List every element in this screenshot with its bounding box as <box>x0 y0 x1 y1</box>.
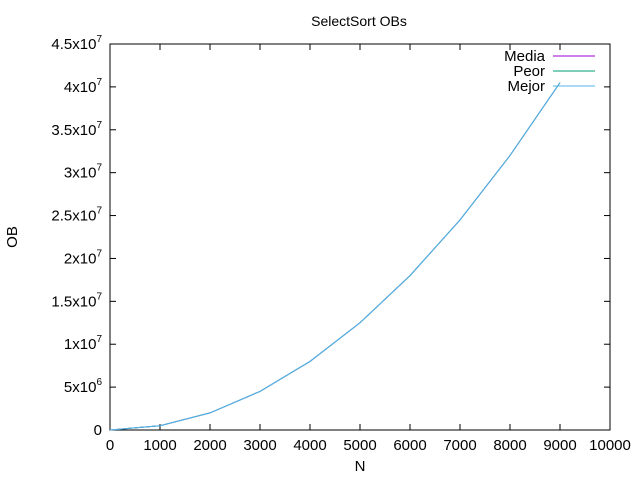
chart-title: SelectSort OBs <box>311 13 407 29</box>
x-tick-label: 6000 <box>393 437 426 454</box>
y-tick-label: 2x107 <box>64 248 103 267</box>
x-tick-label: 1000 <box>143 437 176 454</box>
y-tick-label: 0 <box>94 422 102 439</box>
y-tick-exponent: 7 <box>96 120 102 131</box>
y-tick-exponent: 7 <box>96 334 102 345</box>
x-axis-label: N <box>355 458 366 475</box>
y-axis-label: OB <box>4 226 21 248</box>
y-tick-label: 1.5x107 <box>51 291 102 310</box>
y-tick-mantissa: 2x10 <box>64 250 97 267</box>
y-tick-label: 4.5x107 <box>51 34 102 53</box>
x-tick-label: 0 <box>106 437 114 454</box>
y-tick-exponent: 6 <box>96 377 102 388</box>
y-tick-mantissa: 3.5x10 <box>51 122 96 139</box>
series-line-peor <box>109 82 561 431</box>
y-tick-mantissa: 4x10 <box>64 79 97 96</box>
y-tick-mantissa: 5x10 <box>64 379 97 396</box>
y-tick-exponent: 7 <box>96 77 102 88</box>
y-tick-label: 3x107 <box>64 163 103 182</box>
y-tick-label: 3.5x107 <box>51 120 102 139</box>
y-tick-label: 2.5x107 <box>51 206 102 225</box>
y-tick-mantissa: 1x10 <box>64 336 97 353</box>
tick-marks: 0 1000 2000 3000 4000 5000 6000 7000 8000 9000 100… <box>51 34 630 454</box>
y-tick-label: 5x106 <box>64 377 103 396</box>
x-tick-label: 8000 <box>493 437 526 454</box>
x-tick-label: 9000 <box>543 437 576 454</box>
y-tick-exponent: 7 <box>96 291 102 302</box>
series-lines <box>109 82 561 431</box>
series-line-media <box>109 82 561 431</box>
y-tick-label: 4x107 <box>64 77 103 96</box>
y-tick-mantissa: 0 <box>94 422 102 439</box>
plot-frame <box>109 43 611 431</box>
legend-label-media: Media <box>504 48 546 65</box>
x-tick-label: 2000 <box>193 437 226 454</box>
y-tick-mantissa: 1.5x10 <box>51 293 96 310</box>
y-tick-exponent: 7 <box>96 163 102 174</box>
y-tick-exponent: 7 <box>96 248 102 259</box>
y-tick-mantissa: 4.5x10 <box>51 36 96 53</box>
y-tick-mantissa: 2.5x10 <box>51 208 96 225</box>
x-tick-label: 5000 <box>343 437 376 454</box>
y-tick-exponent: 7 <box>96 206 102 217</box>
y-tick-label: 1x107 <box>64 334 103 353</box>
x-tick-label: 7000 <box>443 437 476 454</box>
y-tick-mantissa: 3x10 <box>64 165 97 182</box>
x-tick-label: 3000 <box>243 437 276 454</box>
series-line-mejor <box>109 82 561 431</box>
y-tick-exponent: 7 <box>96 34 102 45</box>
legend-label-mejor: Mejor <box>507 78 545 95</box>
x-tick-label: 4000 <box>293 437 326 454</box>
legend-label-peor: Peor <box>513 63 545 80</box>
x-tick-label: 10000 <box>589 437 631 454</box>
